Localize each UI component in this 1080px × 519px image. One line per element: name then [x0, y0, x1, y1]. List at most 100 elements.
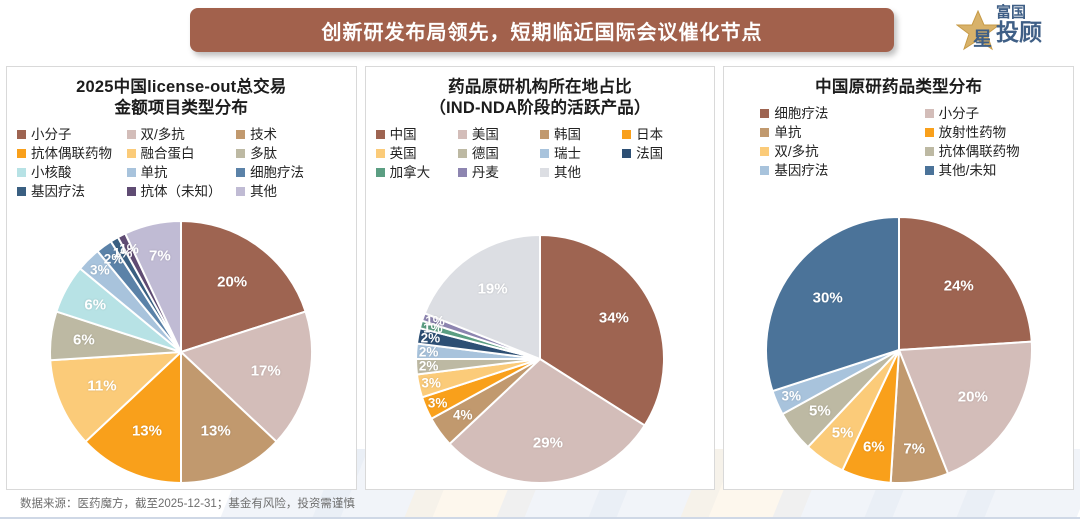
- charts-container: 2025中国license-out总交易 金额项目类型分布 小分子 双/多抗 技术抗…: [6, 66, 1075, 490]
- legend-swatch-icon: [760, 109, 770, 118]
- legend-item[interactable]: 技术: [236, 125, 346, 144]
- logo-star-char: 星: [973, 29, 993, 50]
- legend-item[interactable]: 其他: [539, 163, 622, 182]
- legend-item[interactable]: 融合蛋白: [126, 144, 237, 163]
- pie-slice[interactable]: [50, 350, 185, 444]
- legend-item[interactable]: 小核酸: [17, 163, 127, 182]
- legend-item[interactable]: 法国: [622, 144, 704, 163]
- pie-slice-label: 1%: [112, 245, 133, 261]
- pie-slice[interactable]: [84, 349, 183, 483]
- pie-slice[interactable]: [180, 349, 279, 483]
- legend-item[interactable]: 单抗: [126, 163, 237, 182]
- legend-item[interactable]: 单抗: [734, 123, 898, 142]
- pie-slice-label: 13%: [131, 422, 162, 440]
- legend-label: 法国: [636, 146, 664, 161]
- legend-item[interactable]: 双/多抗: [126, 125, 237, 144]
- pie-slice-label: 7%: [903, 440, 926, 458]
- legend-item[interactable]: 基因疗法: [17, 182, 127, 201]
- legend-item[interactable]: 美国: [457, 125, 540, 144]
- legend-item[interactable]: 细胞疗法: [734, 104, 898, 123]
- legend-item[interactable]: 加拿大: [375, 163, 458, 182]
- bottom-accent-line: [0, 517, 1080, 519]
- pie-slice-label: 34%: [598, 309, 629, 327]
- pie-slice-label: 7%: [149, 247, 171, 265]
- pie-slice-label: 2%: [103, 251, 124, 267]
- chart-3-pie-wrap: 24% 20% 7% 6% 5% 5% 3% 30%: [724, 217, 1073, 483]
- chart-1-pie: 20% 17% 13% 13% 11% 6% 6% 3% 2% 1% 1% 7%: [50, 221, 313, 483]
- chart-3-title-line1: 中国原研药品类型分布: [815, 78, 983, 96]
- pie-slice[interactable]: [423, 235, 541, 361]
- pie-slice[interactable]: [180, 221, 308, 354]
- legend-item[interactable]: 其他/未知: [899, 161, 1063, 180]
- legend-label: 韩国: [553, 127, 581, 142]
- legend-swatch-icon: [126, 168, 136, 177]
- legend-swatch-icon: [457, 149, 467, 158]
- legend-label: 抗体偶联药物: [31, 146, 112, 161]
- pie-slice-label: 3%: [781, 388, 802, 404]
- legend-item[interactable]: 放射性药物: [899, 123, 1063, 142]
- legend-label: 细胞疗法: [774, 106, 829, 121]
- legend-item[interactable]: 小分子: [17, 125, 127, 144]
- pie-slice-label: 1%: [423, 320, 443, 336]
- legend-label: 丹麦: [471, 165, 499, 180]
- chart-1-title: 2025中国license-out总交易 金额项目类型分布: [7, 77, 356, 119]
- legend-item[interactable]: 英国: [375, 144, 458, 163]
- pie-slice-label: 5%: [831, 424, 854, 441]
- legend-label: 抗体偶联药物: [938, 144, 1020, 159]
- legend-item[interactable]: 小分子: [899, 104, 1063, 123]
- pie-slice-label: 3%: [90, 262, 110, 278]
- pie-slice[interactable]: [897, 217, 1032, 352]
- chart-2-pie-wrap: 34% 29% 4% 3% 3% 2% 2% 2% 1% 1% 19%: [366, 235, 715, 483]
- legend-item[interactable]: 基因疗法: [734, 161, 898, 180]
- legend-swatch-icon: [924, 147, 934, 156]
- legend-item[interactable]: 细胞疗法: [236, 163, 346, 182]
- legend-item[interactable]: 双/多抗: [734, 142, 898, 161]
- chart-panel-1: 2025中国license-out总交易 金额项目类型分布 小分子 双/多抗 技术抗…: [6, 66, 357, 490]
- legend-swatch-icon: [17, 168, 26, 177]
- legend-item[interactable]: 瑞士: [539, 144, 622, 163]
- pie-slice[interactable]: [124, 221, 183, 353]
- legend-label: 融合蛋白: [140, 146, 195, 161]
- pie-slice-label: 20%: [957, 388, 988, 406]
- chart-2-legend: 中国 美国 韩国 日本英国 德国 瑞士 法国加拿大 丹麦 其他: [375, 125, 705, 182]
- chart-3-legend: 细胞疗法 小分子单抗 放射性药物双/多抗 抗体偶联药物基因疗法 其他/未知: [734, 104, 1063, 180]
- header: 创新研发布局领先，短期临近国际会议催化节点 星 富国 投顾: [0, 0, 1080, 62]
- legend-label: 单抗: [774, 125, 802, 140]
- pie-slice[interactable]: [897, 340, 1032, 475]
- legend-item[interactable]: 抗体偶联药物: [899, 142, 1063, 161]
- legend-swatch-icon: [236, 130, 246, 139]
- legend-item[interactable]: 多肽: [236, 144, 346, 163]
- legend-swatch-icon: [375, 168, 385, 177]
- legend-label: 小分子: [938, 106, 980, 121]
- pie-slice-label: 2%: [420, 330, 441, 346]
- legend-label: 基因疗法: [774, 163, 829, 178]
- legend-label: 其他: [250, 184, 278, 199]
- pie-slice-label: 11%: [87, 377, 117, 395]
- chart-1-title-line1: 2025中国license-out总交易: [76, 78, 287, 96]
- legend-item[interactable]: 德国: [457, 144, 540, 163]
- legend-label: 双/多抗: [774, 144, 819, 159]
- legend-swatch-icon: [375, 130, 385, 139]
- star-icon: [956, 10, 1000, 51]
- legend-swatch-icon: [236, 149, 246, 158]
- chart-1-legend: 小分子 双/多抗 技术抗体偶联药物 融合蛋白 多肽小核酸 单抗 细胞疗法基因疗法 抗体（未知）…: [17, 125, 346, 201]
- legend-item[interactable]: 日本: [622, 125, 704, 144]
- chart-3-title: 中国原研药品类型分布: [724, 77, 1073, 98]
- legend-item[interactable]: 其他: [236, 182, 346, 201]
- legend-label: 小核酸: [31, 165, 72, 180]
- pie-slice[interactable]: [448, 357, 647, 483]
- legend-label: 瑞士: [553, 146, 581, 161]
- legend-item[interactable]: 抗体（未知）: [126, 182, 237, 201]
- legend-item[interactable]: 韩国: [539, 125, 622, 144]
- legend-item[interactable]: 中国: [375, 125, 458, 144]
- pie-slice-label: 3%: [427, 395, 448, 411]
- chart-1-pie-wrap: 20% 17% 13% 13% 11% 6% 6% 3% 2% 1% 1% 7%: [7, 221, 356, 483]
- legend-item[interactable]: 抗体偶联药物: [17, 144, 127, 163]
- pie-slice-label: 13%: [200, 422, 231, 440]
- legend-swatch-icon: [126, 187, 136, 196]
- legend-item[interactable]: 丹麦: [457, 163, 540, 182]
- pie-slice[interactable]: [179, 310, 313, 444]
- pie-slice[interactable]: [765, 217, 900, 393]
- legend-label: 放射性药物: [938, 125, 1007, 140]
- legend-label: 双/多抗: [140, 127, 185, 142]
